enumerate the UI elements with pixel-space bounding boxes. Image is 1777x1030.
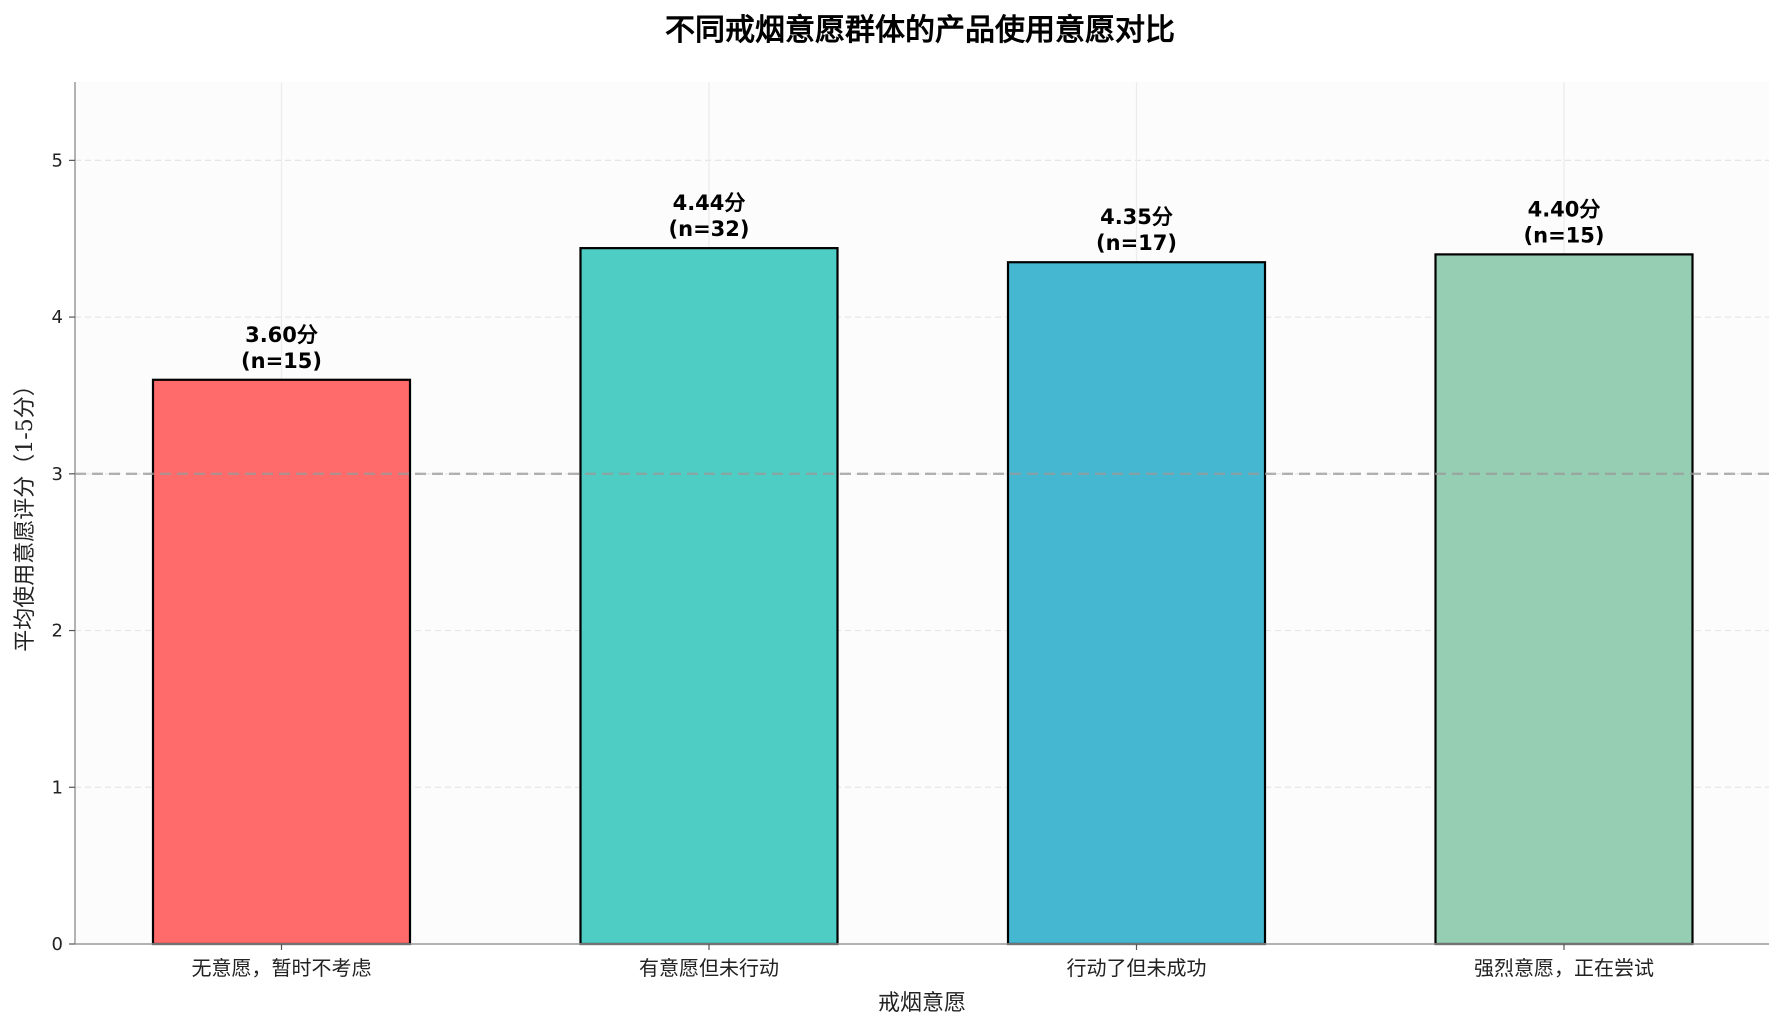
y-axis-title: 平均使用意愿评分（1-5分）: [13, 374, 38, 651]
bar: [1006, 261, 1267, 946]
sample-size-label: (n=15): [241, 349, 322, 373]
value-label: 3.60分: [245, 323, 318, 347]
x-tick-label: 行动了但未成功: [1067, 956, 1207, 980]
bar: [1434, 253, 1694, 946]
sample-size-label: (n=17): [1096, 231, 1177, 255]
value-label: 4.40分: [1528, 197, 1601, 221]
sample-size-label: (n=15): [1524, 223, 1605, 247]
chart-title: 不同戒烟意愿群体的产品使用意愿对比: [665, 13, 1175, 48]
ticks: 0 1 2 3 4 5 无意愿，暂时不考虑 有意愿但未行动 行动了但未成功 强烈意愿，正在尝试: [52, 150, 1654, 980]
x-tick-label: 强烈意愿，正在尝试: [1474, 956, 1654, 980]
y-tick-label: 4: [52, 307, 63, 328]
y-tick-label: 2: [52, 621, 63, 642]
y-tick-label: 5: [52, 150, 63, 171]
sample-size-label: (n=32): [669, 217, 750, 241]
x-axis-title: 戒烟意愿: [878, 991, 966, 1016]
y-tick-label: 3: [52, 464, 63, 485]
y-tick-label: 0: [52, 934, 63, 955]
x-tick-label: 无意愿，暂时不考虑: [192, 956, 372, 980]
x-tick-label: 有意愿但未行动: [639, 956, 779, 980]
axes: [74, 82, 1769, 945]
data-labels: 3.60分(n=15)4.44分(n=32) 4.35分(n=17)4.40分(n…: [241, 191, 1604, 373]
bar: [579, 247, 839, 946]
bar: [151, 378, 412, 946]
value-label: 4.35分: [1100, 205, 1173, 229]
value-label: 4.44分: [673, 191, 746, 215]
y-tick-label: 1: [52, 777, 63, 798]
